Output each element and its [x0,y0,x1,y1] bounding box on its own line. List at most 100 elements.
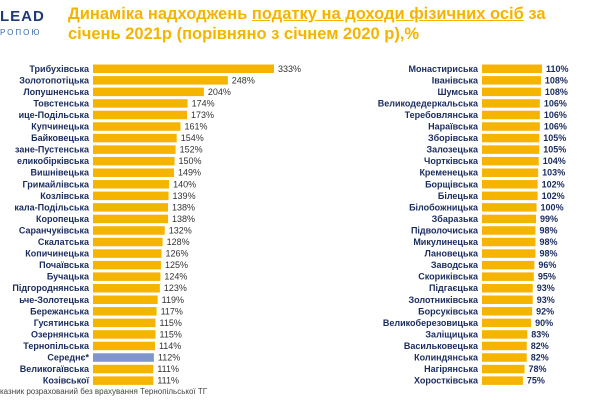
category-label: Борсуківська [418,306,479,316]
data-label: 117% [161,306,183,316]
bar [482,168,539,177]
bar [93,122,181,131]
data-label: 125% [165,260,188,270]
data-label: 96% [538,260,556,270]
category-label: Зборівська [428,133,479,143]
bar [93,307,157,316]
data-label: 139% [173,191,196,201]
bar [482,180,538,189]
bar [482,145,540,154]
category-label: Гусятинська [34,318,90,328]
category-label: Залозецька [426,145,479,155]
bar [93,76,228,85]
bar [93,272,161,281]
bar [93,226,165,235]
data-label: 138% [172,202,195,212]
bar [482,353,527,362]
data-label: 124% [164,272,187,282]
bar [93,64,274,74]
chart-right: Монастириська 110% Іванівська 108% Шумська 10… [378,64,569,386]
data-label: 92% [536,306,554,316]
data-label: 138% [172,214,195,224]
bar [93,341,155,351]
category-label: Тернопільська [23,341,90,351]
data-label: 152% [180,145,203,155]
bar [482,156,539,166]
data-label: 115% [160,329,182,339]
data-label: 204% [208,87,231,97]
data-label: 93% [537,283,555,293]
bar-average [93,353,154,362]
bar [482,122,540,131]
data-label: 123% [164,283,187,293]
data-label: 106% [544,98,567,108]
category-label: Микулинецька [413,237,479,247]
category-label: Гримайлівська [23,179,90,189]
category-label: Великодедеркальська [378,98,479,108]
data-label: 140% [173,179,196,189]
category-label: Скориківська [418,272,479,282]
bar [93,249,162,258]
data-label: 99% [540,214,558,224]
category-label: Великогаївська [20,364,90,374]
bar [482,226,536,235]
category-label: Нагірянська [424,364,479,374]
data-label: 333% [278,64,301,74]
bar [93,145,176,154]
chart-title: Динаміка надходжень податку на доходи фі… [68,4,600,44]
data-label: 110% [546,64,569,74]
bar [482,214,536,224]
category-label: Білецька [438,191,479,201]
category-label: Саранчуківська [19,225,90,235]
data-label: 93% [537,295,555,305]
data-label: 111% [157,364,179,374]
category-label: ьче-Золотецька [19,295,90,305]
bar [482,237,536,247]
category-label: Коропецька [36,214,90,224]
bar [482,87,541,97]
data-label: 105% [543,145,566,155]
bar [482,272,534,281]
data-label: 102% [542,191,565,201]
data-label: 103% [542,168,565,178]
data-label: 98% [539,225,557,235]
data-label: 100% [541,202,564,212]
title-part-3: за січень 2021р (порівняно з січнем 2020… [68,5,546,43]
data-label: 98% [539,249,557,259]
data-label: 119% [162,295,184,305]
data-label: 82% [531,341,549,351]
bar [93,87,204,97]
category-label: Козівської [43,376,90,386]
category-label: Золотниківська [408,295,479,305]
category-label: Нараївська [428,122,479,132]
bar [482,64,542,74]
bar [482,249,536,258]
bar [482,295,533,305]
category-label: Лановецька [425,249,479,259]
data-label: 161% [185,122,208,132]
data-label: 128% [167,237,190,247]
data-label: 90% [535,318,553,328]
category-label: Скалатська [38,237,90,247]
data-label: 105% [543,133,566,143]
category-label: Чортківська [424,156,479,166]
data-label: 126% [165,249,188,259]
bar [482,76,541,85]
category-label: Монастириська [409,64,479,74]
bar [93,364,154,374]
category-label: Великоберезовицька [383,318,479,328]
data-label: 115% [160,318,182,328]
category-label: Вишнівецька [31,168,90,178]
category-label: Збаразька [432,214,479,224]
data-label: 111% [157,376,179,386]
bar [93,376,154,385]
bar [93,133,177,143]
bar [482,307,533,316]
bar [482,110,540,120]
category-label: Борщівська [425,179,479,189]
bar [482,191,538,201]
bar [93,180,170,189]
bar [482,260,535,270]
category-label: Іванівська [432,75,479,85]
